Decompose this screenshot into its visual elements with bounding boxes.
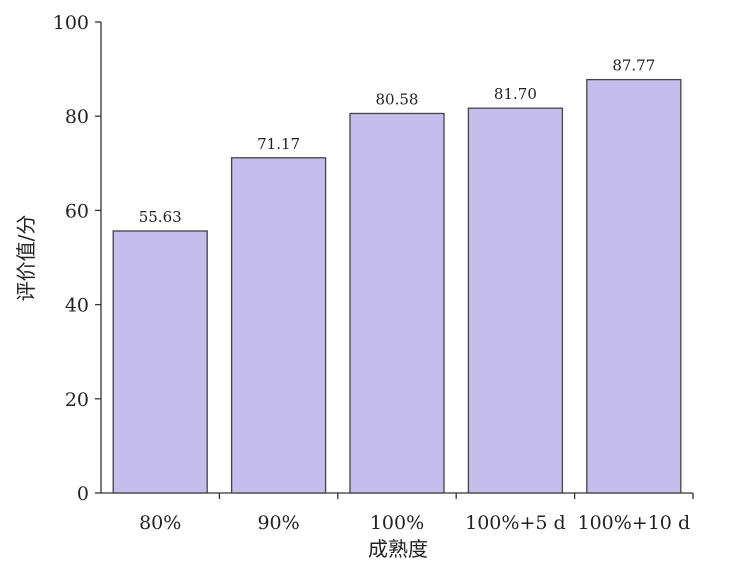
x-tick-label: 80% [139,512,181,534]
y-tick-label: 0 [77,483,89,505]
x-tick-label: 90% [257,512,299,534]
y-tick-label: 100 [53,12,89,34]
bar [467,107,564,494]
bar [586,78,682,494]
bar-value-label: 55.63 [139,208,182,226]
bar-value-label: 71.17 [257,135,300,153]
y-tick-label: 20 [65,389,89,411]
x-tick-label: 100%+10 d [577,512,690,534]
y-axis: 0 20 40 60 80 100 [53,12,102,505]
bars-group [112,78,682,494]
x-axis: 80% 90% 100% 100%+5 d 100%+10 d [101,492,694,534]
x-tick-label: 100% [370,512,424,534]
value-labels-group: 55.63 71.17 80.58 81.70 87.77 [139,57,656,226]
bar [230,157,327,494]
y-tick-label: 40 [65,295,89,317]
bar [349,112,445,494]
bar-value-label: 81.70 [494,85,537,103]
y-tick-label: 60 [65,200,89,222]
bar-value-label: 80.58 [376,90,419,108]
x-axis-title: 成熟度 [368,537,428,561]
bar [112,230,208,494]
x-tick-label: 100%+5 d [465,512,566,534]
y-tick-label: 80 [65,106,89,128]
bar-value-label: 87.77 [612,57,655,75]
y-axis-title: 评价值/分 [14,215,38,302]
